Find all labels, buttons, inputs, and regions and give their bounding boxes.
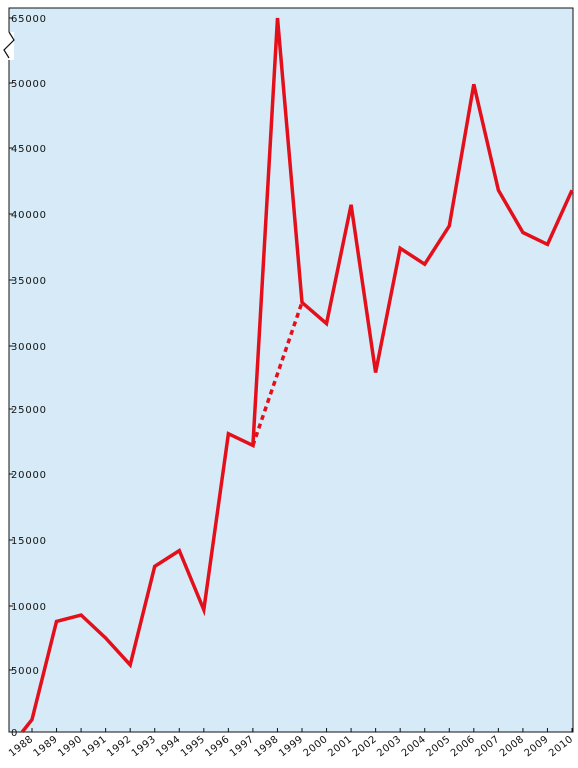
x-tick-label: 2001 — [326, 734, 354, 760]
x-tick-label: 2010 — [547, 734, 575, 760]
y-tick-label: 30000 — [11, 342, 47, 353]
y-tick-label: 0 — [11, 728, 18, 739]
plot-background — [8, 7, 574, 733]
x-tick-label: 2005 — [424, 734, 452, 760]
x-tick-label: 1989 — [32, 734, 60, 760]
x-tick-label: 2003 — [375, 734, 403, 760]
x-tick-label: 2009 — [523, 734, 551, 760]
x-tick-label: 2007 — [473, 734, 501, 760]
x-tick-label: 2002 — [351, 734, 379, 760]
y-tick-label: 5000 — [11, 666, 40, 677]
axis-break-gap — [0, 32, 14, 60]
axis-break-marker — [0, 31, 15, 60]
series-layer — [20, 17, 574, 734]
y-tick-label: 45000 — [11, 144, 47, 155]
y-axis-ticks: 0 5000 10000 15000 20000 25000 30000 35000 40000… — [9, 14, 47, 739]
series-line-dotted — [251, 301, 304, 446]
y-tick-label: 25000 — [11, 405, 47, 416]
x-tick-label: 1994 — [154, 734, 182, 760]
x-tick-label: 1993 — [130, 734, 158, 760]
y-tick-label: 65000 — [11, 14, 47, 25]
series-line — [20, 17, 574, 734]
y-tick-label: 15000 — [11, 536, 47, 547]
x-tick-label: 1998 — [253, 734, 281, 760]
x-tick-label: 1990 — [56, 734, 84, 760]
x-tick-label: 1999 — [277, 734, 305, 760]
x-tick-label: 1992 — [105, 734, 133, 760]
x-tick-label: 1997 — [228, 734, 256, 760]
y-tick-label: 40000 — [11, 210, 47, 221]
y-tick-label: 20000 — [11, 470, 47, 481]
x-tick-label: 2008 — [498, 734, 526, 760]
x-tick-label: 2006 — [449, 734, 477, 760]
y-tick-label: 10000 — [11, 602, 47, 613]
x-tick-label: 1991 — [81, 734, 109, 760]
y-tick-label: 35000 — [11, 276, 47, 287]
x-axis-ticks: 1988198919901991199219931994199519961997… — [7, 728, 575, 759]
x-tick-label: 1995 — [179, 734, 207, 760]
y-tick-label: 50000 — [11, 79, 47, 90]
x-tick-label: 1996 — [203, 734, 231, 760]
x-tick-label: 2000 — [302, 734, 330, 760]
axis-break-zigzag — [3, 31, 15, 59]
x-tick-label: 2004 — [400, 734, 428, 760]
